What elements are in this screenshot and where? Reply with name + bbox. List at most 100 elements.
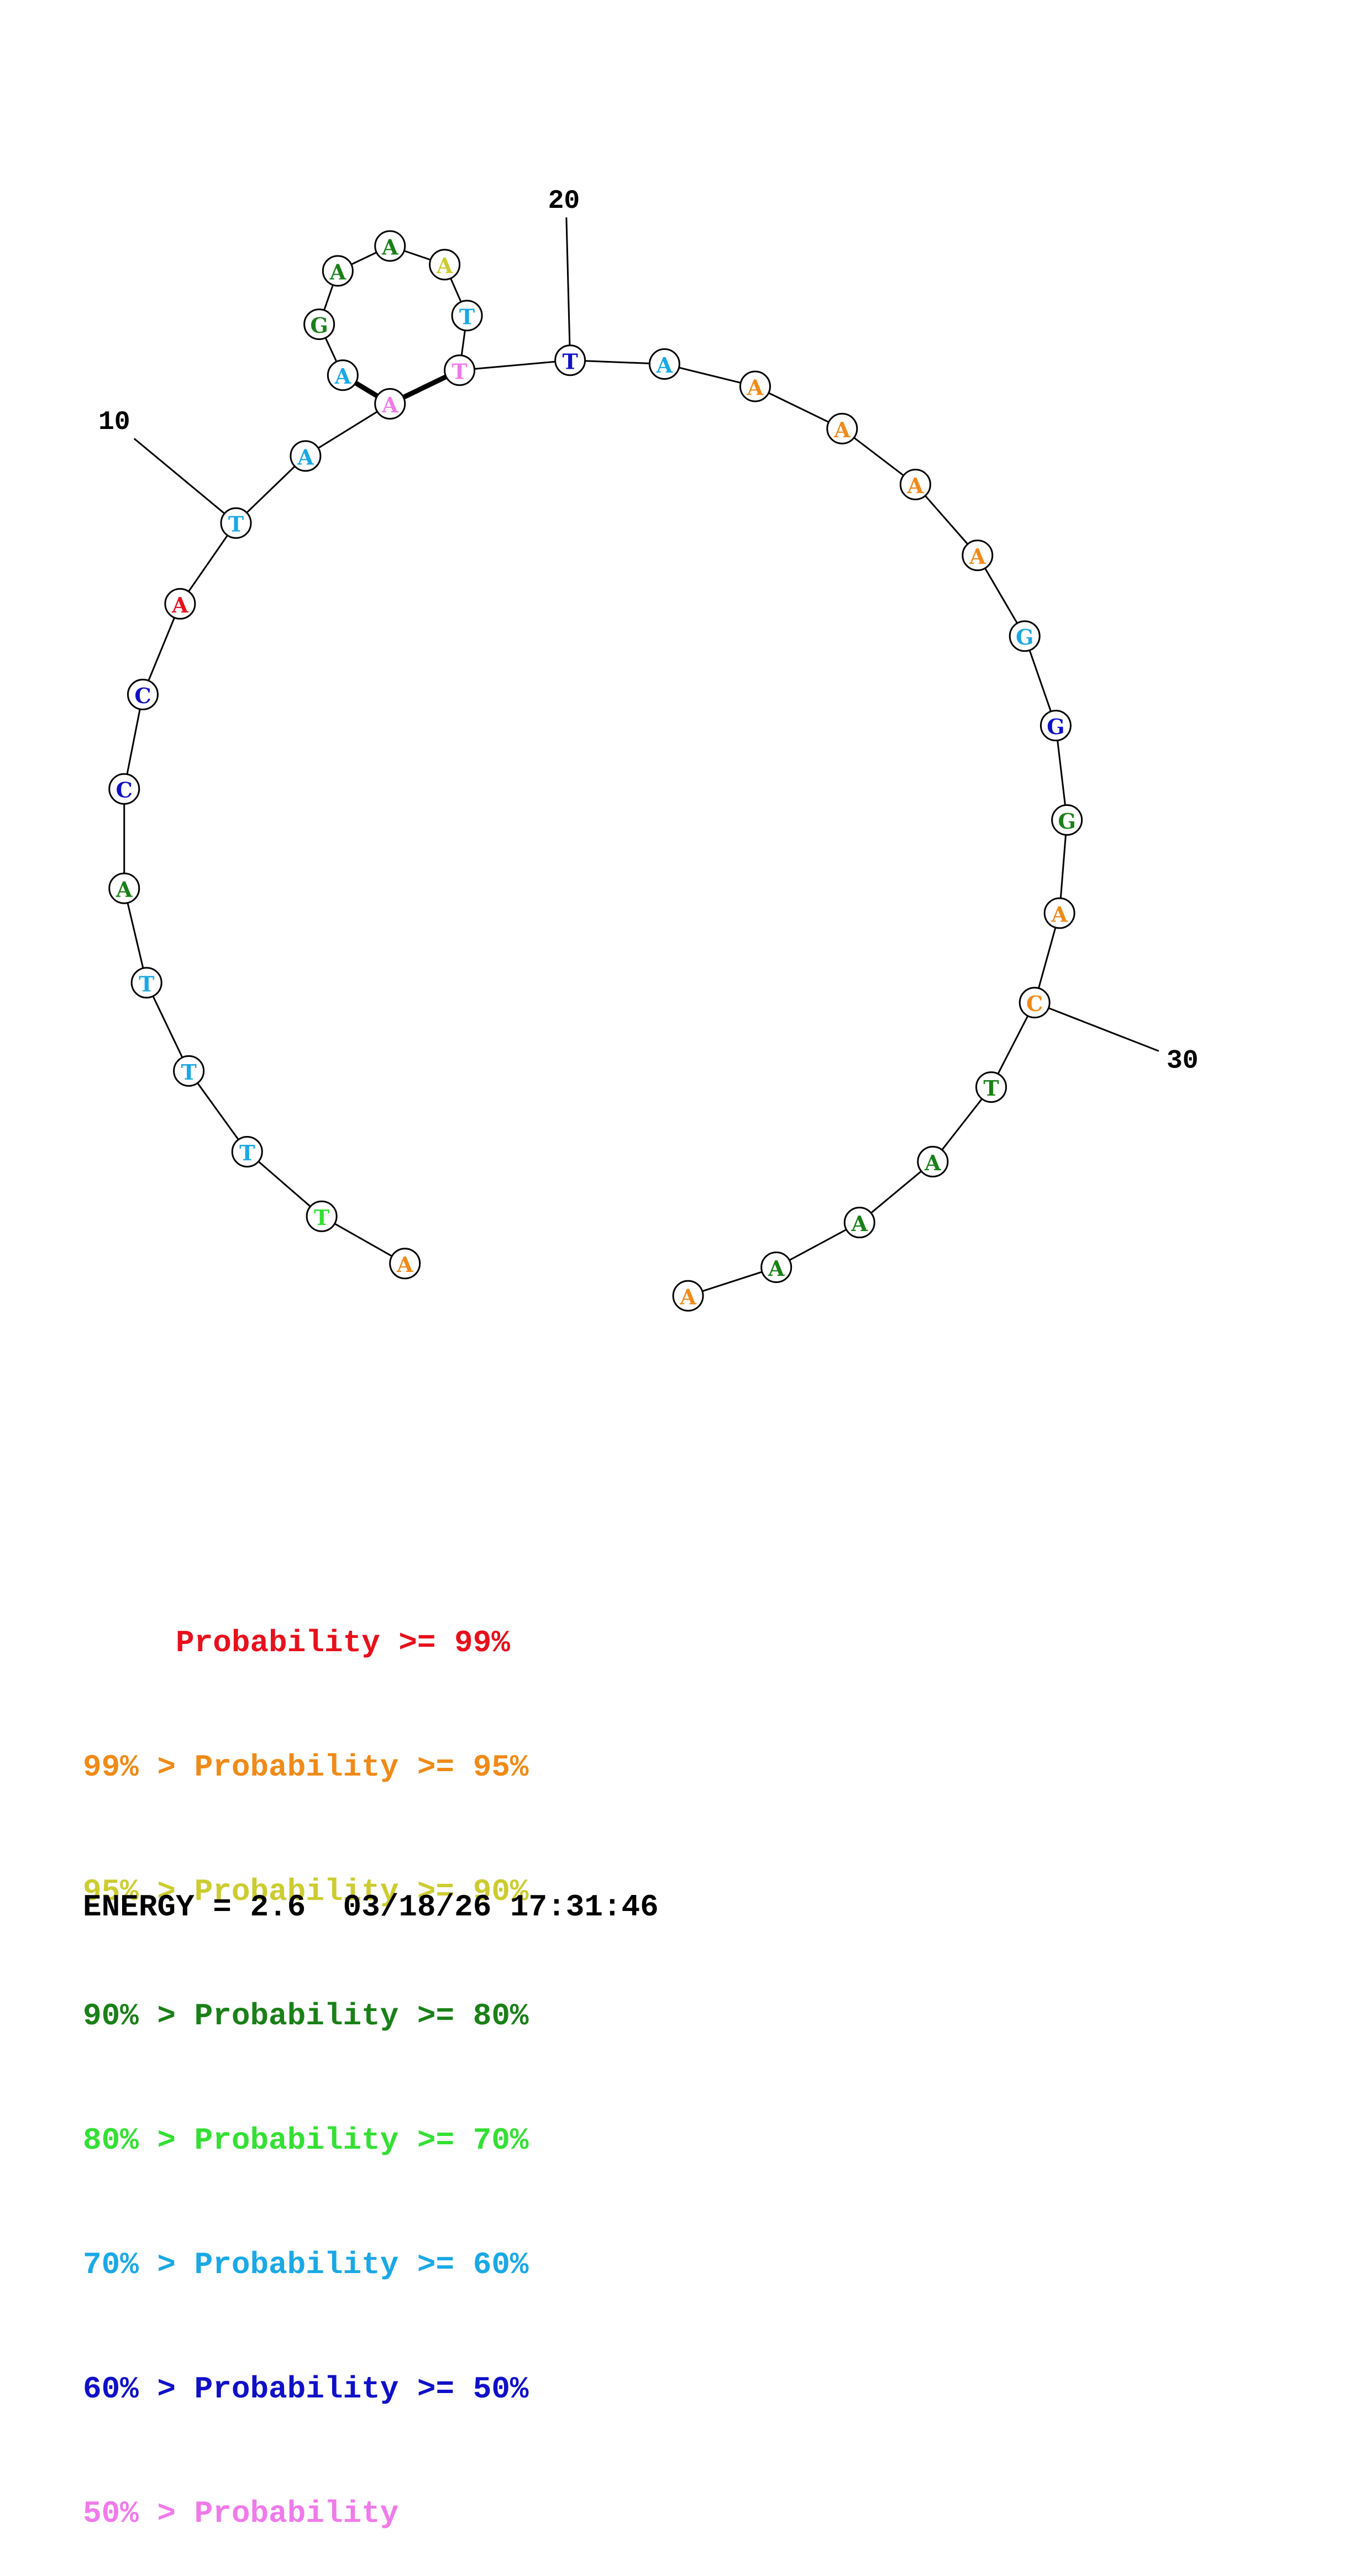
nucleotide-letter: G bbox=[1047, 714, 1064, 739]
nucleotide: C bbox=[127, 678, 159, 710]
nucleotide: T bbox=[130, 967, 162, 999]
nucleotides-layer: A T T T T A C C A T A A A G A A A T T T A A A A A G G G A C T A A A A bbox=[108, 230, 1083, 1312]
backbone-segment bbox=[321, 1216, 406, 1265]
nucleotide-circle bbox=[303, 308, 335, 341]
nucleotide-letter: T bbox=[314, 1205, 329, 1230]
nucleotide: C bbox=[1019, 987, 1051, 1019]
nucleotide-letter: T bbox=[562, 349, 578, 374]
nucleotide-circle bbox=[648, 348, 680, 380]
backbone-segment bbox=[859, 1161, 933, 1223]
nucleotide-letter: A bbox=[334, 364, 351, 389]
nucleotide-circle bbox=[374, 230, 406, 262]
backbone-segment bbox=[235, 455, 306, 524]
nucleotide-circle bbox=[1019, 987, 1051, 1019]
position-label: 20 bbox=[548, 186, 580, 216]
nucleotide-letter: T bbox=[452, 359, 467, 384]
nucleotide: A bbox=[843, 1207, 875, 1239]
nucleotide-letter: A bbox=[851, 1211, 868, 1236]
nucleotide-letter: G bbox=[310, 313, 328, 338]
nucleotide-circle bbox=[322, 255, 354, 287]
nucleotide: A bbox=[374, 230, 406, 262]
nucleotide-letter: A bbox=[329, 259, 347, 284]
nucleotide: A bbox=[389, 1248, 421, 1280]
nucleotide-letter: A bbox=[747, 375, 764, 400]
nucleotide: G bbox=[1051, 804, 1083, 836]
nucleotide: T bbox=[231, 1135, 263, 1167]
legend-row-50: 60% > Probability >= 50% bbox=[83, 2371, 529, 2407]
nucleotide-letter: A bbox=[396, 1252, 413, 1277]
nucleotide-circle bbox=[306, 1200, 338, 1232]
backbone-segment bbox=[754, 385, 843, 430]
nucleotide-letter: G bbox=[1016, 625, 1033, 650]
nucleotide-letter: A bbox=[171, 593, 188, 617]
nucleotide: A bbox=[290, 440, 322, 472]
nucleotide-letter: C bbox=[134, 683, 151, 708]
nucleotide: G bbox=[1040, 710, 1072, 742]
nucleotide-circle bbox=[1009, 620, 1041, 652]
nucleotide-circle bbox=[1051, 804, 1083, 836]
nucleotide-circle bbox=[962, 540, 994, 572]
nucleotide-letter: C bbox=[116, 778, 133, 803]
nucleotide: A bbox=[917, 1145, 949, 1177]
nucleotide-letter: T bbox=[983, 1076, 999, 1101]
nucleotide: T bbox=[444, 354, 476, 386]
nucleotide-letter: A bbox=[969, 544, 986, 569]
nucleotide-letter: A bbox=[381, 392, 398, 417]
nucleotide-circle bbox=[220, 507, 252, 539]
nucleotide: G bbox=[1009, 620, 1041, 652]
energy-timestamp: ENERGY = 2.6 03/18/26 17:31:46 bbox=[83, 1889, 659, 1925]
nucleotide-letter: A bbox=[907, 473, 924, 498]
nucleotide-letter: T bbox=[139, 971, 154, 996]
backbone-segment bbox=[246, 1151, 323, 1217]
nucleotide: A bbox=[672, 1280, 704, 1312]
nucleotide-circle bbox=[327, 359, 359, 391]
nucleotide: A bbox=[648, 348, 680, 380]
nucleotide: A bbox=[374, 388, 406, 420]
nucleotide-letter: T bbox=[459, 304, 475, 329]
nucleotide: T bbox=[306, 1200, 338, 1232]
position-label: 30 bbox=[1167, 1046, 1199, 1076]
legend-row-below-50: 50% > Probability bbox=[83, 2496, 399, 2531]
nucleotide-letter: A bbox=[656, 353, 673, 378]
backbone-layer bbox=[123, 245, 1068, 1297]
legend-row-95: 99% > Probability >= 95% bbox=[83, 1750, 529, 1785]
legend-row-70: 80% > Probability >= 70% bbox=[83, 2123, 529, 2158]
nucleotide-circle bbox=[843, 1207, 875, 1239]
nucleotide-letter: A bbox=[436, 253, 453, 278]
nucleotide-circle bbox=[127, 678, 159, 710]
position-tick-line bbox=[1034, 1002, 1159, 1052]
legend-row-99: Probability >= 99% bbox=[83, 1625, 510, 1661]
nucleotide-circle bbox=[899, 469, 931, 501]
nucleotide-letter: A bbox=[381, 235, 398, 260]
nucleotide: A bbox=[962, 540, 994, 572]
backbone-segment bbox=[305, 403, 391, 457]
nucleotide-circle bbox=[554, 344, 586, 376]
legend-row-90: 95% > Probability >= 90% bbox=[83, 1874, 529, 1909]
position-label: 10 bbox=[98, 407, 130, 437]
nucleotide: T bbox=[173, 1055, 205, 1087]
nucleotide: T bbox=[220, 507, 252, 539]
nucleotide: A bbox=[1043, 897, 1075, 929]
nucleotide: A bbox=[739, 370, 771, 402]
nucleotide: A bbox=[327, 359, 359, 391]
nucleotide-circle bbox=[739, 370, 771, 402]
nucleotide: A bbox=[899, 469, 931, 501]
nucleotide-circle bbox=[290, 440, 322, 472]
nucleotide-letter: T bbox=[239, 1140, 255, 1165]
backbone-segment bbox=[188, 1070, 248, 1153]
nucleotide-letter: T bbox=[181, 1060, 196, 1085]
nucleotide-circle bbox=[231, 1135, 263, 1167]
nucleotide-letter: A bbox=[1051, 902, 1068, 926]
nucleotide-letter: A bbox=[924, 1150, 941, 1175]
backbone-segment bbox=[1054, 725, 1068, 820]
nucleotide: A bbox=[826, 412, 858, 444]
nucleotide-letter: A bbox=[297, 444, 314, 469]
nucleotide-circle bbox=[130, 967, 162, 999]
nucleotide-circle bbox=[826, 412, 858, 444]
nucleotide: T bbox=[554, 344, 586, 376]
backbone-segment bbox=[932, 1086, 992, 1163]
position-tick-line bbox=[133, 438, 237, 524]
nucleotide-letter: A bbox=[116, 877, 133, 902]
nucleotide: T bbox=[451, 300, 483, 332]
position-ticks: 10 20 30 bbox=[98, 186, 1198, 1076]
